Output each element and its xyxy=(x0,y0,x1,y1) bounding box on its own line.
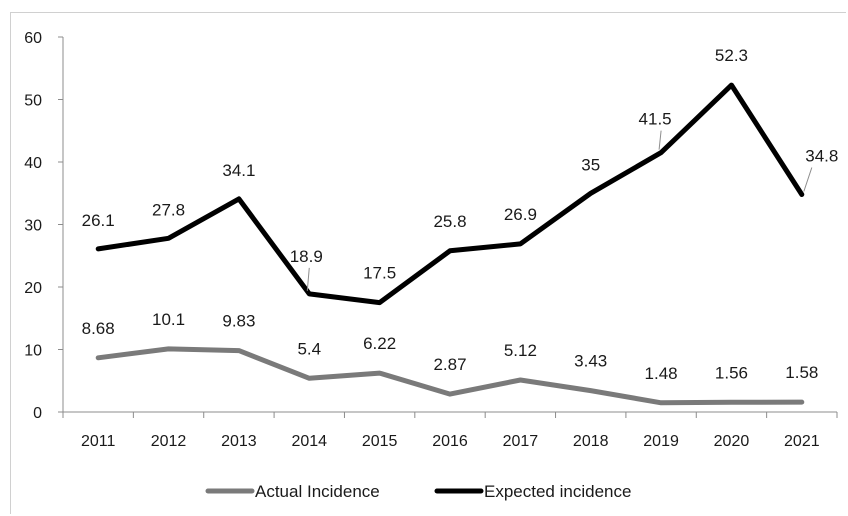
x-tick-label: 2019 xyxy=(643,433,679,450)
actual-data-label: 3.43 xyxy=(574,352,607,371)
expected-data-label: 35 xyxy=(581,155,600,174)
label-leader-line xyxy=(803,167,813,192)
y-tick-label: 50 xyxy=(24,93,42,110)
actual-data-label: 5.12 xyxy=(504,341,537,360)
expected-data-label: 41.5 xyxy=(639,110,672,129)
x-tick-label: 2021 xyxy=(784,433,820,450)
legend: Actual Incidence Expected incidence xyxy=(205,482,631,501)
expected-data-label: 34.8 xyxy=(805,147,838,166)
actual-data-label: 6.22 xyxy=(363,334,396,353)
x-tick-label: 2018 xyxy=(573,433,609,450)
chart-frame xyxy=(10,12,846,514)
label-leader-line xyxy=(658,130,662,150)
y-tick-label: 20 xyxy=(24,280,42,297)
data-labels: 8.68 10.1 9.83 5.4 6.22 2.87 5.12 3.43 1.48 1.56 1… xyxy=(82,46,839,383)
y-tick-label: 30 xyxy=(24,218,42,235)
actual-data-label: 8.68 xyxy=(82,319,115,338)
legend-label-expected: Expected incidence xyxy=(484,482,631,501)
expected-data-label: 26.1 xyxy=(82,211,115,230)
expected-data-label: 27.8 xyxy=(152,200,185,219)
y-tick-label: 0 xyxy=(33,405,42,422)
expected-incidence-line xyxy=(95,82,805,306)
legend-label-actual: Actual Incidence xyxy=(255,482,380,501)
actual-incidence-line xyxy=(95,346,805,406)
x-tick-label: 2016 xyxy=(432,433,468,450)
expected-data-label: 52.3 xyxy=(715,46,748,65)
actual-data-label: 10.1 xyxy=(152,310,185,329)
expected-data-label: 18.9 xyxy=(290,247,323,266)
x-tick-label: 2011 xyxy=(81,433,116,450)
expected-data-label: 34.1 xyxy=(222,161,255,180)
axes: 0 10 20 30 40 50 60 2011 2012 2013 2014 2015 2016 201… xyxy=(24,30,838,450)
x-tick-label: 2012 xyxy=(151,433,187,450)
y-tick-label: 40 xyxy=(24,155,42,172)
expected-data-label: 25.8 xyxy=(433,212,466,231)
series-lines xyxy=(95,82,805,406)
actual-data-label: 1.58 xyxy=(785,363,818,382)
actual-data-label: 2.87 xyxy=(433,355,466,374)
actual-data-label: 9.83 xyxy=(222,312,255,331)
expected-data-label: 17.5 xyxy=(363,264,396,283)
actual-data-label: 5.4 xyxy=(297,339,321,358)
expected-data-label: 26.9 xyxy=(504,205,537,224)
x-tick-label: 2017 xyxy=(503,433,539,450)
y-tick-label: 60 xyxy=(24,30,42,47)
label-leader-line xyxy=(306,267,310,291)
x-tick-label: 2014 xyxy=(291,433,327,450)
actual-data-label: 1.56 xyxy=(715,363,748,382)
x-tick-label: 2020 xyxy=(714,433,750,450)
x-tick-label: 2015 xyxy=(362,433,398,450)
y-tick-label: 10 xyxy=(24,343,42,360)
x-tick-label: 2013 xyxy=(221,433,257,450)
actual-data-label: 1.48 xyxy=(645,364,678,383)
